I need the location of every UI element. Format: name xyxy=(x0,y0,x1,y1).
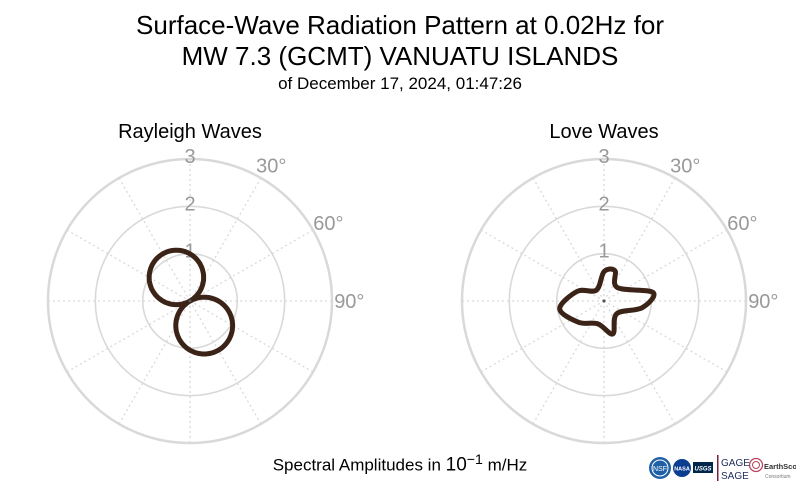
polar-chart-2: 1 2 3 30° 60° 90° Love Waves xyxy=(460,121,778,445)
angular-gridline xyxy=(189,300,262,425)
chart-title-line1: Surface-Wave Radiation Pattern at 0.02Hz… xyxy=(136,10,664,40)
earthscope-text: EarthScope xyxy=(764,462,796,471)
nsf-logo: NSF xyxy=(649,457,671,479)
love-wave-curve xyxy=(557,266,657,337)
radial-tick-label: 3 xyxy=(184,146,195,168)
usgs-logo: USGS xyxy=(693,462,713,473)
earthscope-logo: EarthScope Consortium xyxy=(748,457,796,480)
radial-tick-label: 3 xyxy=(598,146,609,168)
angular-gridline xyxy=(189,177,262,302)
sponsor-logos: NSF NASA USGS GAGE SAGE EarthScope Conso… xyxy=(649,455,796,482)
gage-sage-logo: GAGE SAGE xyxy=(717,455,750,482)
chart-title-line2: MW 7.3 (GCMT) VANUATU ISLANDS xyxy=(181,41,619,71)
polar-chart-title: Love Waves xyxy=(549,121,658,143)
chart-subtitle: of December 17, 2024, 01:47:26 xyxy=(278,74,522,93)
radial-tick-label: 1 xyxy=(598,241,609,263)
center-point xyxy=(188,299,192,303)
rayleigh-lobe-2 xyxy=(173,294,236,357)
angular-gridline xyxy=(189,300,314,373)
polar-chart-title: Rayleigh Waves xyxy=(118,121,262,143)
polar-chart-1: 123 30°60°90°Rayleigh Waves xyxy=(46,121,364,445)
radial-ring xyxy=(46,157,334,445)
nasa-logo-text: NASA xyxy=(674,467,690,473)
angular-gridline xyxy=(118,300,191,425)
center-point xyxy=(602,299,606,303)
caption-unit-base: 10 xyxy=(445,454,467,476)
radial-ring xyxy=(460,157,748,445)
nasa-logo: NASA xyxy=(673,459,691,477)
angular-gridline xyxy=(603,300,676,425)
angular-tick-label: 30° xyxy=(256,156,286,178)
angular-gridline xyxy=(603,300,728,373)
angular-gridline xyxy=(603,229,728,302)
angular-gridline xyxy=(66,300,191,373)
angular-tick-label: 60° xyxy=(313,213,343,235)
angular-gridline xyxy=(532,177,605,302)
angular-gridline xyxy=(66,229,191,302)
angular-tick-label: 90° xyxy=(334,291,364,313)
radial-ring xyxy=(508,205,700,397)
caption-unit-suffix: m/Hz xyxy=(482,455,528,475)
amplitude-unit-caption: Spectral Amplitudes in 10−1 m/Hz xyxy=(0,452,800,477)
rayleigh-lobe-1 xyxy=(146,247,207,308)
radial-ring xyxy=(94,205,286,397)
gage-text: GAGE xyxy=(721,458,750,469)
consortium-text: Consortium xyxy=(765,474,791,480)
angular-tick-label: 30° xyxy=(670,156,700,178)
angular-gridline xyxy=(532,300,605,425)
angular-gridline xyxy=(603,177,676,302)
nsf-logo-text: NSF xyxy=(653,466,667,473)
radial-tick-label: 2 xyxy=(598,193,609,215)
angular-tick-label: 90° xyxy=(748,291,778,313)
radial-tick-label: 2 xyxy=(184,193,195,215)
angular-gridline xyxy=(480,300,605,373)
angular-gridline xyxy=(189,229,314,302)
caption-prefix: Spectral Amplitudes in xyxy=(272,455,446,475)
sage-text: SAGE xyxy=(721,471,749,482)
angular-gridline xyxy=(480,229,605,302)
caption-unit-exponent: −1 xyxy=(466,452,483,468)
angular-tick-label: 60° xyxy=(727,213,757,235)
angular-gridline xyxy=(118,177,191,302)
usgs-logo-text: USGS xyxy=(694,467,711,473)
